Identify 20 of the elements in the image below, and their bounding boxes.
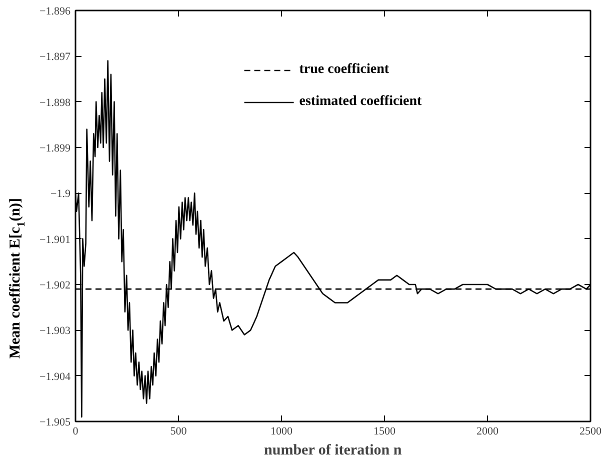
y-tick-label: −1.898 [40,96,71,109]
x-tick-label: 500 [170,426,188,438]
x-tick-label: 2500 [580,426,602,438]
y-axis-title: Mean coefficient E[c1(n)] [8,198,28,359]
x-tick-label: 1500 [374,426,396,438]
y-tick-label: −1.902 [40,280,71,292]
y-tick-label: −1.905 [40,416,71,428]
y-tick-label: −1.9 [50,188,71,200]
y-tick-label: −1.897 [40,51,71,64]
x-axis-title: number of iteration n [264,442,402,458]
x-tick-label: 1000 [270,426,293,438]
y-tick-label: −1.903 [40,325,71,338]
legend-label: true coefficient [299,62,390,78]
legend-label: estimated coefficient [299,94,422,110]
y-tick-label: −1.899 [40,142,71,154]
y-tick-label: −1.896 [40,6,71,18]
x-tick-label: 2000 [476,426,499,438]
y-tick-label: −1.904 [40,370,71,383]
x-tick-label: 0 [72,426,79,438]
y-tick-label: −1.901 [40,234,71,246]
